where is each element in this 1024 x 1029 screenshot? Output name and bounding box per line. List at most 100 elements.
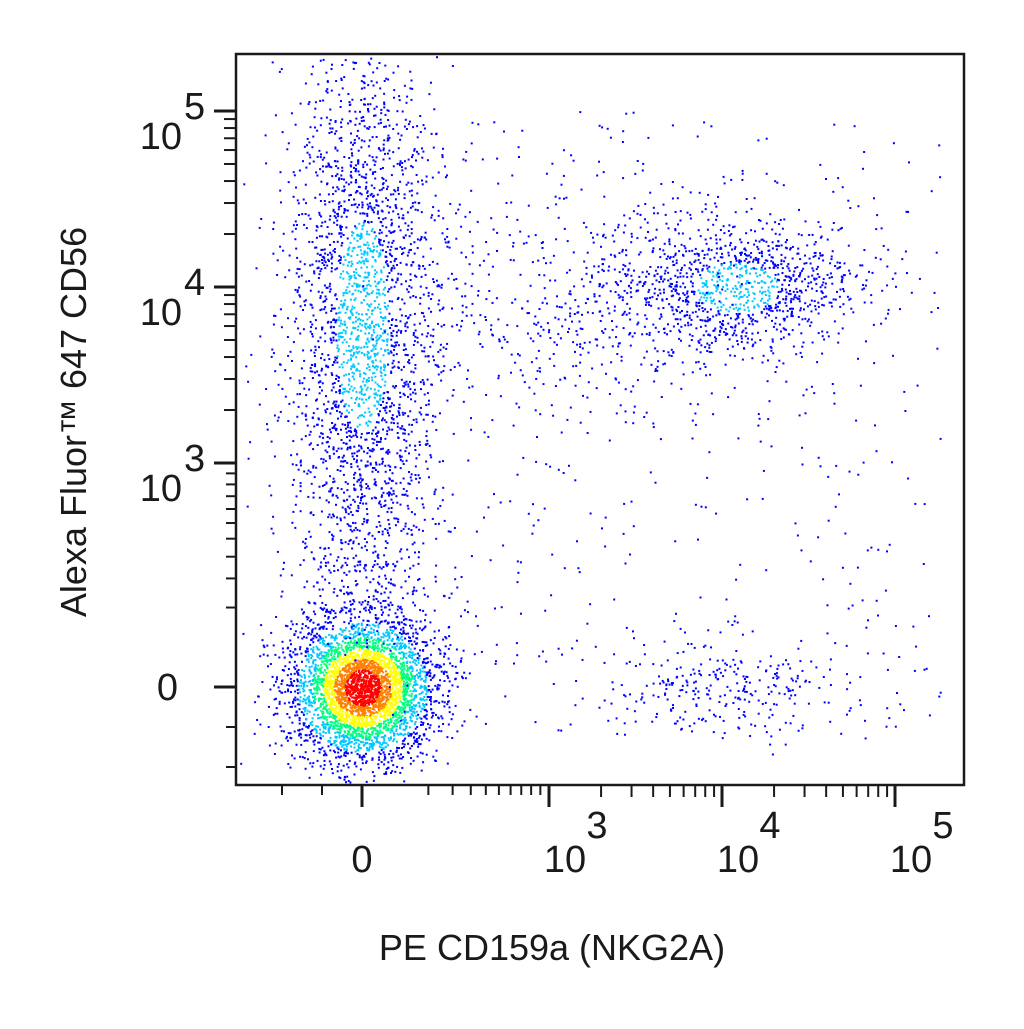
event-dot — [404, 687, 407, 690]
event-dot — [305, 725, 308, 728]
event-dot — [406, 677, 409, 680]
event-dot — [315, 707, 318, 710]
event-dot — [380, 374, 383, 377]
event-dot — [393, 422, 395, 425]
event-dot — [329, 706, 332, 709]
event-dot — [336, 469, 339, 471]
event-dot — [391, 691, 394, 694]
event-dot — [415, 631, 418, 634]
event-dot — [373, 691, 376, 694]
event-dot — [337, 651, 340, 654]
event-dot — [391, 335, 394, 338]
event-dot — [309, 330, 312, 333]
event-dot — [394, 658, 397, 661]
event-dot — [335, 634, 338, 637]
event-dot — [336, 696, 339, 699]
event-dot — [324, 636, 327, 639]
event-dot — [324, 220, 327, 223]
event-dot — [299, 696, 302, 699]
event-dot — [315, 645, 318, 648]
event-dot — [345, 699, 348, 702]
event-dot — [406, 672, 409, 675]
event-dot — [283, 730, 285, 733]
event-dot — [398, 672, 401, 675]
event-dot — [353, 670, 356, 673]
event-dot — [351, 707, 353, 710]
event-dot — [391, 727, 394, 730]
event-dot — [369, 202, 371, 205]
event-dot — [331, 702, 333, 705]
event-dot — [335, 503, 337, 506]
event-dot — [349, 660, 352, 663]
event-dot — [351, 627, 354, 630]
event-dot — [428, 671, 431, 674]
event-dot — [372, 654, 375, 657]
event-dot — [367, 620, 370, 623]
event-dot — [401, 719, 404, 721]
event-dot — [387, 724, 390, 727]
event-dot — [337, 659, 340, 661]
event-dot — [354, 661, 357, 664]
event-dot — [442, 369, 445, 372]
event-dot — [348, 691, 351, 694]
event-dot — [371, 691, 374, 694]
event-dot — [343, 491, 345, 494]
event-dot — [424, 613, 427, 616]
event-dot — [432, 642, 435, 645]
event-dot — [319, 737, 322, 740]
event-dot — [290, 454, 293, 457]
event-dot — [305, 394, 308, 397]
event-dot — [355, 396, 358, 399]
event-dot — [334, 646, 337, 649]
event-dot — [389, 710, 392, 713]
event-dot — [417, 152, 420, 155]
event-dot — [343, 653, 345, 656]
event-dot — [320, 357, 322, 360]
event-dot — [413, 681, 416, 684]
event-dot — [425, 692, 428, 695]
event-dot — [360, 647, 363, 649]
event-dot — [338, 93, 341, 96]
event-dot — [422, 704, 425, 707]
event-dot — [316, 653, 319, 656]
event-dot — [345, 752, 348, 755]
event-dot — [384, 152, 386, 155]
event-dot — [417, 676, 420, 679]
event-dot — [333, 425, 336, 428]
event-dot — [391, 621, 393, 624]
event-dot — [294, 690, 297, 693]
event-dot — [413, 736, 416, 739]
event-dot — [371, 743, 374, 746]
event-dot — [343, 200, 346, 203]
event-dot — [353, 487, 356, 490]
event-dot — [339, 589, 342, 592]
event-dot — [371, 714, 374, 717]
event-dot — [377, 640, 380, 643]
event-dot — [444, 645, 447, 648]
event-dot — [362, 288, 365, 291]
event-dot — [373, 664, 376, 667]
event-dot — [322, 656, 325, 659]
event-dot — [334, 174, 337, 177]
event-dot — [349, 671, 352, 674]
event-dot — [350, 751, 353, 754]
event-dot — [402, 718, 405, 721]
event-dot — [330, 636, 333, 639]
event-dot — [308, 699, 311, 702]
event-dot — [413, 704, 416, 707]
event-dot — [389, 671, 392, 674]
event-dot — [395, 740, 398, 743]
event-dot — [343, 390, 346, 393]
event-dot — [371, 250, 374, 253]
event-dot — [312, 735, 315, 738]
event-dot — [382, 288, 385, 291]
event-dot — [356, 425, 359, 428]
event-dot — [361, 652, 364, 655]
event-dot — [327, 547, 330, 550]
event-dot — [349, 690, 352, 693]
event-dot — [372, 656, 375, 659]
event-dot — [382, 741, 384, 744]
event-dot — [387, 632, 390, 635]
event-dot — [340, 699, 343, 702]
event-dot — [390, 652, 393, 655]
